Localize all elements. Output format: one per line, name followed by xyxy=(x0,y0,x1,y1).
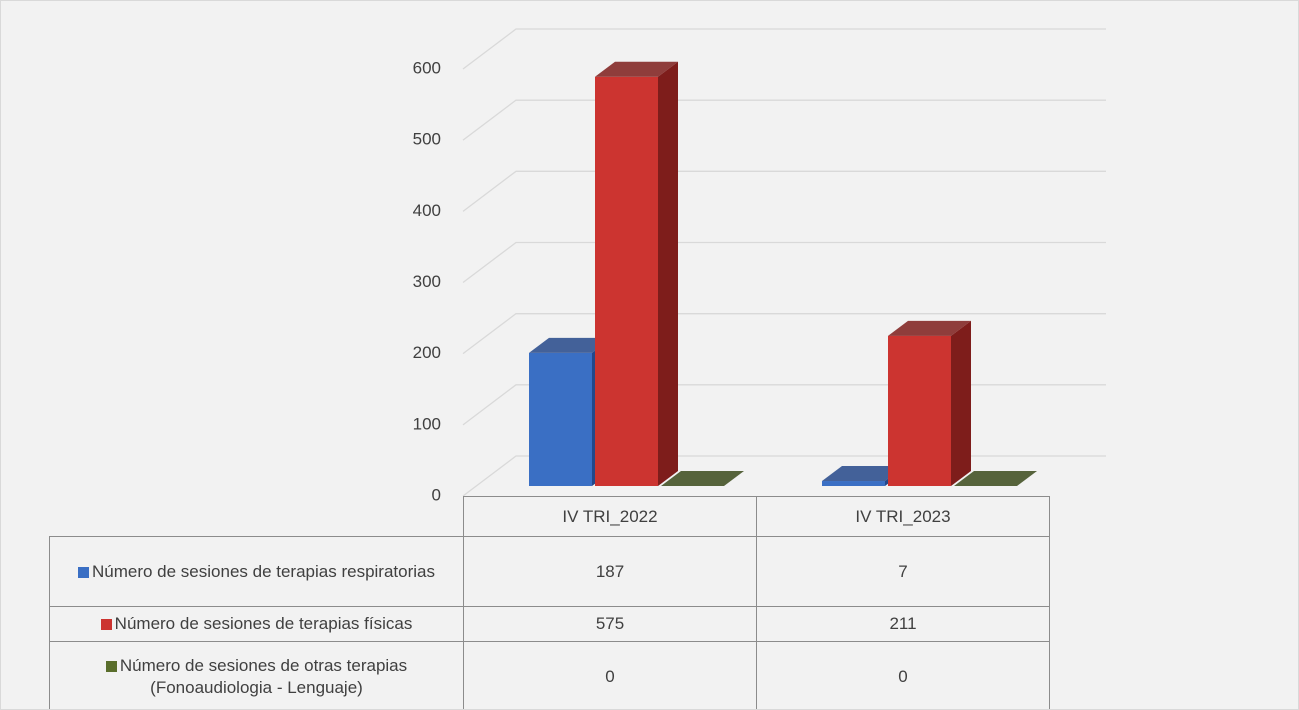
y-tick-label: 200 xyxy=(413,343,441,362)
bar xyxy=(822,481,885,486)
bar-top xyxy=(822,466,905,482)
table-value: 0 xyxy=(756,641,1050,709)
grid-line xyxy=(462,170,1106,212)
y-tick-label: 300 xyxy=(413,272,441,291)
y-tick-label: 600 xyxy=(413,58,441,77)
bar xyxy=(888,335,951,486)
bar-top xyxy=(661,471,744,486)
bar-top xyxy=(529,337,612,353)
legend-key xyxy=(77,566,89,578)
legend-label: Número de sesiones de terapias físicas xyxy=(114,614,413,633)
legend-key xyxy=(105,660,117,672)
bar xyxy=(529,352,592,486)
legend-label: Número de sesiones de terapias respirato… xyxy=(91,561,435,581)
grid-line xyxy=(462,28,1106,70)
bar-top xyxy=(888,320,971,336)
bar xyxy=(595,76,658,487)
legend-label: Número de sesiones de otras terapias (Fo… xyxy=(119,655,408,697)
table-value: 0 xyxy=(463,641,757,709)
y-tick-label: 100 xyxy=(413,414,441,433)
bar-side xyxy=(658,61,678,487)
legend-key xyxy=(100,619,112,630)
table-row-label: Número de sesiones de terapias respirato… xyxy=(49,536,464,607)
table-value: 187 xyxy=(463,536,757,607)
legend-entry: Número de sesiones de terapias respirato… xyxy=(77,561,435,583)
table-row-label: Número de sesiones de terapias físicas xyxy=(49,606,464,642)
legend-entry: Número de sesiones de otras terapias (Fo… xyxy=(56,655,457,699)
table-value: 575 xyxy=(463,606,757,642)
table-row-label: Número de sesiones de otras terapias (Fo… xyxy=(49,641,464,709)
table-header: IV TRI_2023 xyxy=(756,496,1050,537)
bar-top xyxy=(954,471,1037,486)
bar-top xyxy=(595,61,678,77)
y-tick-label: 400 xyxy=(413,201,441,220)
grid-line xyxy=(462,99,1106,141)
table-header: IV TRI_2022 xyxy=(463,496,757,537)
grid-line xyxy=(462,241,1106,284)
y-tick-label: 500 xyxy=(413,130,441,149)
y-tick-label: 0 xyxy=(432,485,441,504)
bar-side xyxy=(951,320,971,486)
table-value: 211 xyxy=(756,606,1050,642)
grid-line xyxy=(462,313,1106,355)
table-value: 7 xyxy=(756,536,1050,607)
legend-entry: Número de sesiones de terapias físicas xyxy=(100,613,413,635)
